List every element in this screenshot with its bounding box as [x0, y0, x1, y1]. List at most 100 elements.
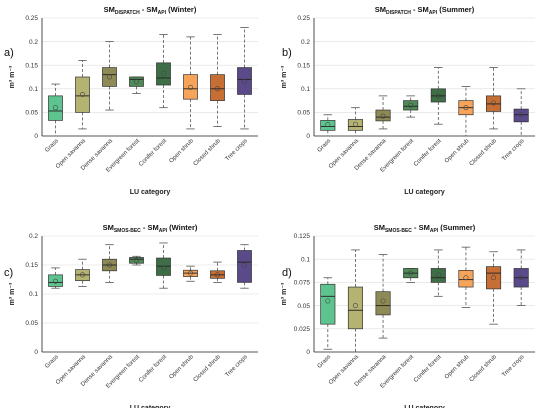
y-axis-title: m³ m⁻³ — [9, 65, 16, 88]
mean-marker — [161, 70, 167, 76]
box-conifer-forest — [430, 67, 446, 125]
iqr-box — [48, 95, 63, 121]
box-tree-crops — [513, 88, 529, 137]
box-open-shrub — [458, 246, 474, 308]
box-tree-crops — [237, 27, 252, 130]
panel-label: b) — [282, 47, 292, 59]
panel-label: a) — [4, 47, 14, 59]
x-axis-title: LU category — [130, 405, 171, 408]
y-tick-label: 0.05 — [297, 303, 310, 310]
iqr-box — [403, 100, 419, 111]
x-tick-label: Closed shrub — [469, 138, 499, 168]
iqr-box — [129, 76, 144, 87]
panel-label: d) — [282, 267, 292, 279]
mean-marker — [408, 102, 414, 108]
y-axis-title: m³ m⁻³ — [281, 65, 288, 88]
x-tick-label: Open shrub — [444, 138, 471, 165]
mean-marker — [463, 275, 469, 281]
x-tick-label: Tree crops — [501, 354, 525, 378]
mean-marker — [435, 93, 441, 99]
y-axis-title: m³ m⁻³ — [9, 282, 16, 305]
box-dense-savanna — [102, 244, 117, 283]
chart-panel-1: a) SMDISPATCH - SMAPI (Winter) 0 0.05 0.1 0.1… — [4, 5, 258, 196]
mean-marker — [134, 257, 140, 263]
box-open-shrub — [183, 36, 198, 130]
mean-marker — [52, 105, 58, 111]
y-axis-title: m³ m⁻³ — [281, 282, 288, 305]
box-grass — [48, 267, 63, 289]
mean-marker — [380, 113, 386, 119]
box-closed-shrub — [210, 261, 225, 283]
y-tick-label: 0 — [306, 349, 310, 356]
y-tick-label: 0.15 — [25, 62, 38, 69]
x-tick-label: Conifer forest — [413, 354, 443, 384]
x-tick-label: Tree crops — [501, 138, 525, 162]
mean-marker — [352, 121, 358, 127]
y-tick-label: 0.125 — [294, 233, 311, 240]
box-open-savanna — [347, 107, 363, 137]
iqr-box — [486, 266, 502, 290]
iqr-box — [458, 269, 474, 288]
chart-panel-4: d) SMSMOS-BEC - SMAPI (Summer) 0 0.025 0.05 0… — [281, 223, 535, 408]
mean-marker — [518, 275, 524, 281]
mean-marker — [380, 298, 386, 304]
iqr-box — [183, 74, 198, 100]
iqr-box — [75, 76, 90, 113]
iqr-box — [430, 88, 446, 103]
mean-marker — [52, 278, 58, 284]
x-axis-title: LU category — [404, 405, 445, 408]
y-tick-label: 0 — [34, 133, 38, 140]
y-tick-label: 0.2 — [29, 39, 38, 46]
mean-marker — [161, 265, 167, 271]
mean-marker — [325, 298, 331, 304]
x-tick-label: Open shrub — [168, 138, 195, 165]
iqr-box — [513, 108, 529, 123]
y-tick-label: 0.05 — [297, 110, 310, 117]
y-tick-label: 0.2 — [29, 233, 38, 240]
box-conifer-forest — [156, 242, 171, 289]
panel-title: SMSMOS-BEC - SMAPI (Summer) — [374, 223, 476, 234]
mean-marker — [491, 275, 497, 281]
panel-label: c) — [4, 267, 13, 279]
box-open-shrub — [458, 86, 474, 137]
y-tick-label: 0.2 — [301, 39, 310, 46]
mean-marker — [518, 112, 524, 118]
panel-title: SMDISPATCH - SMAPI (Summer) — [375, 5, 475, 16]
panel-title: SMDISPATCH - SMAPI (Winter) — [104, 5, 197, 16]
box-tree-crops — [513, 249, 529, 307]
mean-marker — [134, 79, 140, 85]
box-open-savanna — [75, 60, 90, 130]
y-tick-label: 0.15 — [25, 262, 38, 269]
box-dense-savanna — [375, 254, 391, 339]
x-tick-label: Open shrub — [444, 354, 471, 381]
box-dense-savanna — [375, 95, 391, 130]
mean-marker — [352, 303, 358, 309]
iqr-box — [102, 67, 117, 87]
y-tick-label: 0.075 — [294, 280, 311, 287]
y-tick-label: 0.1 — [301, 86, 310, 93]
chart-panel-3: c) SMSMOS-BEC - SMAPI (Winter) 0 0.05 0.1 0.1… — [4, 223, 258, 408]
mean-marker — [215, 272, 221, 278]
y-tick-label: 0.1 — [29, 86, 38, 93]
box-conifer-forest — [156, 34, 171, 109]
mean-marker — [325, 122, 331, 128]
x-tick-label: Closed shrub — [193, 138, 223, 168]
iqr-box — [48, 274, 63, 287]
mean-marker — [107, 74, 113, 80]
box-open-savanna — [75, 258, 90, 287]
mean-marker — [491, 100, 497, 106]
mean-marker — [463, 105, 469, 111]
box-evergreen-forest — [403, 268, 419, 283]
mean-marker — [80, 272, 86, 278]
mean-marker — [80, 91, 86, 97]
y-tick-label: 0.05 — [25, 320, 38, 327]
x-tick-label: Grass — [44, 138, 60, 154]
box-conifer-forest — [430, 249, 446, 297]
x-tick-label: Conifer forest — [138, 138, 168, 168]
box-closed-shrub — [210, 34, 225, 127]
x-axis-title: LU category — [130, 189, 171, 196]
x-tick-label: Open shrub — [168, 354, 195, 381]
y-tick-label: 0 — [306, 133, 310, 140]
mean-marker — [107, 262, 113, 268]
iqr-box — [320, 120, 336, 131]
